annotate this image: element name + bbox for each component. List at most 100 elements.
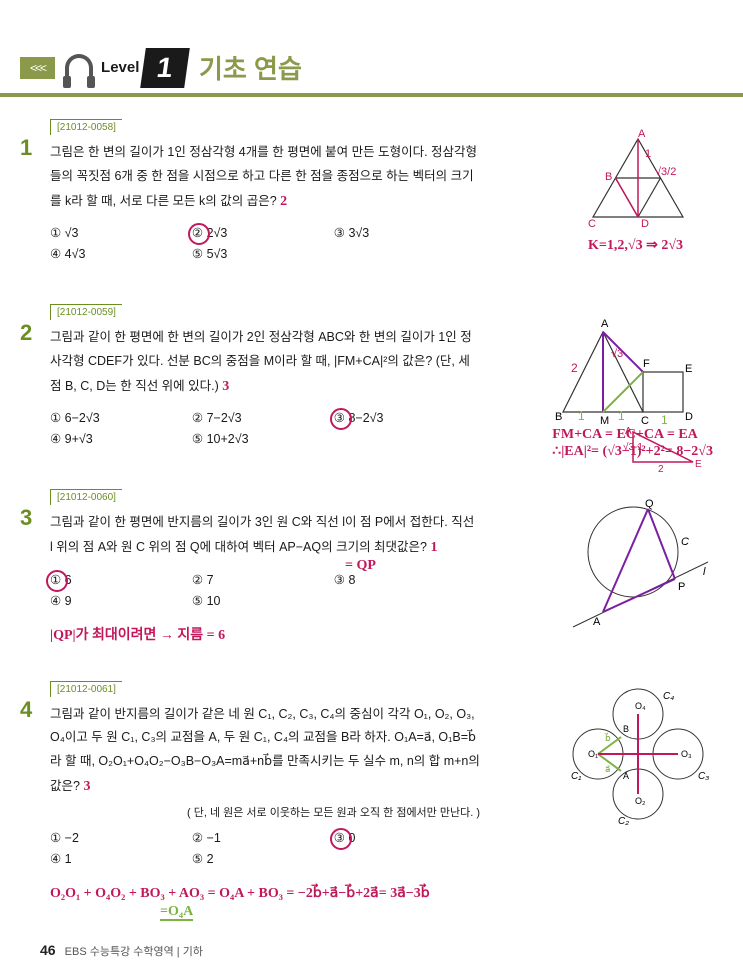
handwriting: =O₄A	[160, 904, 193, 921]
problem-code: [21012-0061]	[50, 681, 122, 697]
problem-code: [21012-0058]	[50, 119, 122, 135]
svg-text:A: A	[623, 771, 629, 781]
problem-text: 그림은 한 변의 길이가 1인 정삼각형 4개를 한 평면에 붙여 만든 도형이…	[50, 141, 480, 215]
choice-1: ① 6−2√3	[50, 410, 192, 425]
svg-text:2: 2	[658, 464, 664, 472]
svg-text:E: E	[685, 363, 692, 375]
choice-3: ③ 8	[334, 572, 476, 587]
svg-text:O₄: O₄	[635, 701, 646, 711]
choice-1: ① −2	[50, 830, 192, 845]
choice-3: ③ 0	[334, 830, 476, 845]
page-title: 기초 연습	[199, 49, 302, 86]
text: 그림과 같이 한 평면에 한 변의 길이가 2인 정삼각형 ABC와 한 변의 …	[50, 330, 472, 393]
handwriting: FM+CA = EC+CA = EA	[552, 427, 713, 443]
svg-text:M: M	[600, 415, 609, 427]
svg-text:a⃗: a⃗	[605, 764, 611, 774]
text: 그림은 한 변의 길이가 1인 정삼각형 4개를 한 평면에 붙여 만든 도형이…	[50, 145, 477, 208]
svg-text:C₁: C₁	[571, 771, 581, 782]
text: 그림과 같이 반지름의 길이가 같은 네 원 C₁, C₂, C₃, C₄의 중…	[50, 707, 480, 793]
problem-note: ( 단, 네 원은 서로 이웃하는 모든 원과 오직 한 점에서만 만난다. )	[50, 804, 480, 820]
handwriting: O₂O₁ + O₄O₂ + BO₃ + AO₃ = O₄A + BO₃ = −2…	[50, 886, 430, 901]
handwriting: 3	[222, 379, 229, 394]
handwriting: = QP	[345, 558, 376, 574]
problem-number: 3	[20, 505, 32, 531]
svg-text:O₁: O₁	[588, 749, 598, 759]
problem-number: 4	[20, 697, 32, 723]
problem-text: 그림과 같이 한 평면에 한 변의 길이가 2인 정삼각형 ABC와 한 변의 …	[50, 326, 480, 400]
choice-3: ③ 8−2√3	[334, 410, 476, 425]
svg-text:C: C	[588, 218, 596, 230]
nav-arrows: <<<	[20, 57, 55, 79]
svg-text:1: 1	[618, 409, 625, 423]
svg-text:B: B	[555, 411, 562, 423]
choice-2: ② 2√3	[192, 225, 334, 240]
svg-text:F: F	[643, 358, 650, 370]
headphone-icon	[65, 54, 93, 82]
footer-text: EBS 수능특강 수학영역 | 기하	[65, 946, 203, 958]
level-badge: 1	[141, 48, 190, 88]
problem-number: 2	[20, 320, 32, 346]
choice-5: ⑤ 5√3	[192, 246, 334, 261]
choice-4: ④ 4√3	[50, 246, 192, 261]
problem-1: 1 [21012-0058] 그림은 한 변의 길이가 1인 정삼각형 4개를 …	[50, 117, 703, 267]
problem-number: 1	[20, 135, 32, 161]
choice-1: ① 6	[50, 572, 192, 587]
diagram-2: A B C D E F M 2 1 1 1 √3 A E 2 √3-1	[543, 312, 713, 437]
svg-text:C₃: C₃	[698, 771, 709, 782]
handwriting: 1	[430, 540, 437, 555]
text: 그림과 같이 한 평면에 반지름의 길이가 3인 원 C와 직선 l이 점 P에…	[50, 515, 474, 554]
svg-text:C: C	[681, 536, 689, 548]
problem-text: 그림과 같이 반지름의 길이가 같은 네 원 C₁, C₂, C₃, C₄의 중…	[50, 703, 480, 801]
svg-text:D: D	[641, 218, 649, 230]
choice-2: ② 7−2√3	[192, 410, 334, 425]
svg-text:A: A	[593, 616, 601, 628]
choice-2: ② 7	[192, 572, 334, 587]
svg-text:√3: √3	[611, 348, 623, 360]
svg-text:O₂: O₂	[635, 796, 646, 806]
svg-text:1: 1	[645, 148, 651, 160]
choice-4: ④ 1	[50, 851, 192, 866]
svg-text:P: P	[678, 581, 685, 593]
choice-4: ④ 9+√3	[50, 431, 192, 446]
handwriting: 2	[280, 194, 287, 209]
choices: ① −2 ② −1 ③ 0 ④ 1 ⑤ 2	[50, 830, 480, 872]
choice-2: ② −1	[192, 830, 334, 845]
svg-text:1: 1	[578, 409, 585, 423]
level-label: Level	[101, 59, 139, 76]
problem-4: 4 [21012-0061] 그림과 같이 반지름의 길이가 같은 네 원 C₁…	[50, 679, 703, 921]
choice-5: ⑤ 10+2√3	[192, 431, 334, 446]
svg-text:Q: Q	[645, 498, 654, 510]
svg-text:A: A	[601, 318, 609, 330]
svg-text:B: B	[623, 724, 629, 734]
handwriting: K=1,2,√3 ⇒ 2√3	[588, 237, 683, 254]
svg-text:E: E	[695, 459, 702, 470]
diagram-1: A B C D 1 √3/2	[563, 127, 713, 242]
svg-text:2: 2	[571, 361, 578, 375]
choice-3: ③ 3√3	[334, 225, 476, 240]
problem-code: [21012-0059]	[50, 304, 122, 320]
handwriting: 3	[83, 779, 90, 794]
svg-text:B: B	[605, 171, 612, 183]
problem-3: 3 [21012-0060] 그림과 같이 한 평면에 반지름의 길이가 3인 …	[50, 487, 703, 643]
svg-text:l: l	[703, 566, 706, 578]
choice-1: ① √3	[50, 225, 192, 240]
diagram-4: O₄ O₁ O₃ O₂ B A C₄ C₁ C₃ C₂ b⃗ a⃗	[563, 679, 713, 834]
problem-2: 2 [21012-0059] 그림과 같이 한 평면에 한 변의 길이가 2인 …	[50, 302, 703, 452]
page-number: 46	[40, 942, 56, 958]
page-footer: 46 EBS 수능특강 수학영역 | 기하	[40, 942, 203, 959]
svg-text:√3/2: √3/2	[655, 166, 676, 178]
choices: ① √3 ② 2√3 ③ 3√3 ④ 4√3 ⑤ 5√3	[50, 225, 480, 267]
handwriting: ∴|EA|²= (√3−1)²+2²= 8−2√3	[552, 443, 713, 460]
choice-4: ④ 9	[50, 593, 192, 608]
choices: ① 6−2√3 ② 7−2√3 ③ 8−2√3 ④ 9+√3 ⑤ 10+2√3	[50, 410, 480, 452]
choice-5: ⑤ 10	[192, 593, 334, 608]
svg-text:C₄: C₄	[663, 691, 674, 702]
svg-text:O₃: O₃	[681, 749, 692, 759]
svg-text:C₂: C₂	[618, 816, 629, 827]
choices: ① 6 ② 7 ③ 8 ④ 9 ⑤ 10 = QP	[50, 572, 480, 614]
problem-text: 그림과 같이 한 평면에 반지름의 길이가 3인 원 C와 직선 l이 점 P에…	[50, 511, 480, 561]
svg-text:A: A	[638, 128, 646, 140]
choice-5: ⑤ 2	[192, 851, 334, 866]
svg-text:b⃗: b⃗	[603, 732, 611, 743]
diagram-3: Q C P A l	[563, 497, 713, 642]
